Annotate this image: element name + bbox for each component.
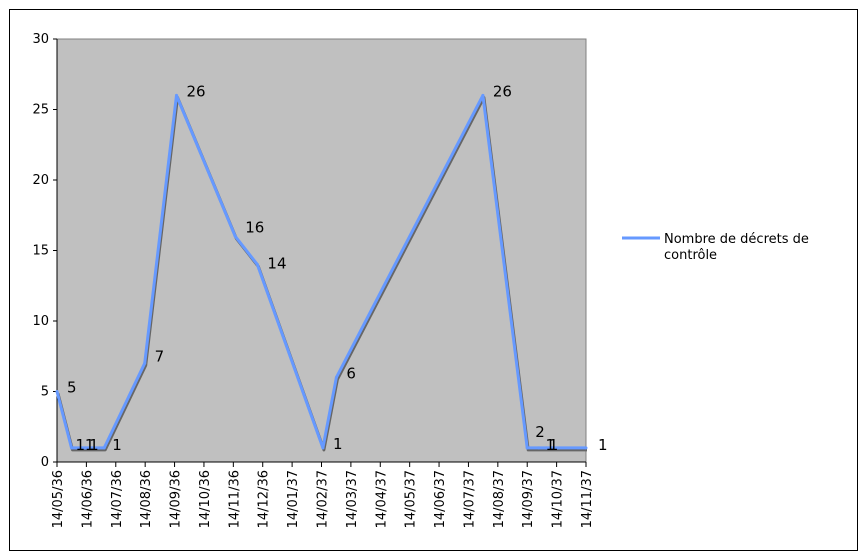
x-tick-label: 14/09/36 <box>169 470 184 528</box>
legend: Nombre de décrets de contrôle <box>622 232 809 263</box>
x-tick-label: 14/11/36 <box>227 470 242 528</box>
x-tick-label: 14/06/36 <box>80 470 95 528</box>
data-point <box>84 446 88 450</box>
data-point <box>255 263 259 267</box>
data-point <box>174 93 178 97</box>
data-label: 1 <box>85 436 95 454</box>
y-tick-label: 30 <box>32 32 49 47</box>
data-label: 5 <box>67 379 77 397</box>
data-label: 6 <box>346 364 356 382</box>
x-tick-label: 14/03/37 <box>345 470 360 528</box>
x-tick-label: 14/05/36 <box>51 470 66 528</box>
data-point <box>537 446 541 450</box>
data-label: 1 <box>598 436 608 454</box>
data-point <box>55 390 59 393</box>
data-point <box>102 446 106 450</box>
data-label: 1 <box>545 436 555 454</box>
data-point <box>233 234 237 238</box>
y-tick-label: 5 <box>41 385 49 400</box>
x-tick-label: 14/08/36 <box>139 470 154 528</box>
data-point <box>69 446 73 450</box>
x-tick-label: 14/10/37 <box>551 470 566 528</box>
x-tick-label: 14/08/37 <box>492 470 507 528</box>
data-point <box>79 446 83 450</box>
x-tick-label: 14/01/37 <box>286 470 301 528</box>
data-label: 7 <box>155 347 165 365</box>
x-tick-label: 14/11/37 <box>580 470 595 528</box>
x-tick-label: 14/05/37 <box>404 470 419 528</box>
x-tick-label: 14/09/37 <box>521 470 536 528</box>
data-label: 26 <box>493 82 512 100</box>
x-tick-label: 14/12/36 <box>257 470 272 528</box>
y-tick-label: 10 <box>32 314 49 329</box>
data-point <box>143 361 147 365</box>
data-label: 1 <box>112 436 122 454</box>
data-label: 1 <box>549 436 559 454</box>
series-line <box>55 93 586 450</box>
series-group <box>55 93 588 452</box>
x-tick-label: 14/07/37 <box>462 470 477 528</box>
data-label: 1 <box>333 435 343 453</box>
x-tick-label: 14/06/37 <box>433 470 448 528</box>
chart-frame: 0 5 10 15 20 25 30 14/05/36 14/06/36 14/07/36 14/… <box>9 9 858 551</box>
data-label: 1 <box>89 436 99 454</box>
data-point <box>334 375 338 379</box>
data-label: 16 <box>245 218 264 236</box>
data-point <box>321 446 325 450</box>
x-tick-label: 14/10/36 <box>198 470 213 528</box>
data-label: 14 <box>267 255 286 273</box>
data-point <box>481 93 485 97</box>
x-tick-label: 14/02/37 <box>316 470 331 528</box>
y-tick-label: 20 <box>32 173 49 188</box>
x-tick-label: 14/04/37 <box>374 470 389 528</box>
plot-area <box>56 38 587 463</box>
data-label: 1 <box>75 436 85 454</box>
data-point <box>525 446 529 450</box>
y-tick-label: 15 <box>32 244 49 259</box>
y-tick-label: 0 <box>41 455 49 470</box>
data-label: 2 <box>535 423 545 441</box>
y-tick-label: 25 <box>32 103 49 118</box>
x-tick-label: 14/07/36 <box>110 470 125 528</box>
legend-entry: Nombre de décrets de contrôle <box>664 232 809 263</box>
y-axis: 0 5 10 15 20 25 30 <box>32 32 58 470</box>
x-axis: 14/05/36 14/06/36 14/07/36 14/08/36 14/09/36… <box>51 461 595 528</box>
data-point <box>544 446 548 450</box>
data-label: 26 <box>186 82 205 100</box>
data-point <box>584 446 588 450</box>
